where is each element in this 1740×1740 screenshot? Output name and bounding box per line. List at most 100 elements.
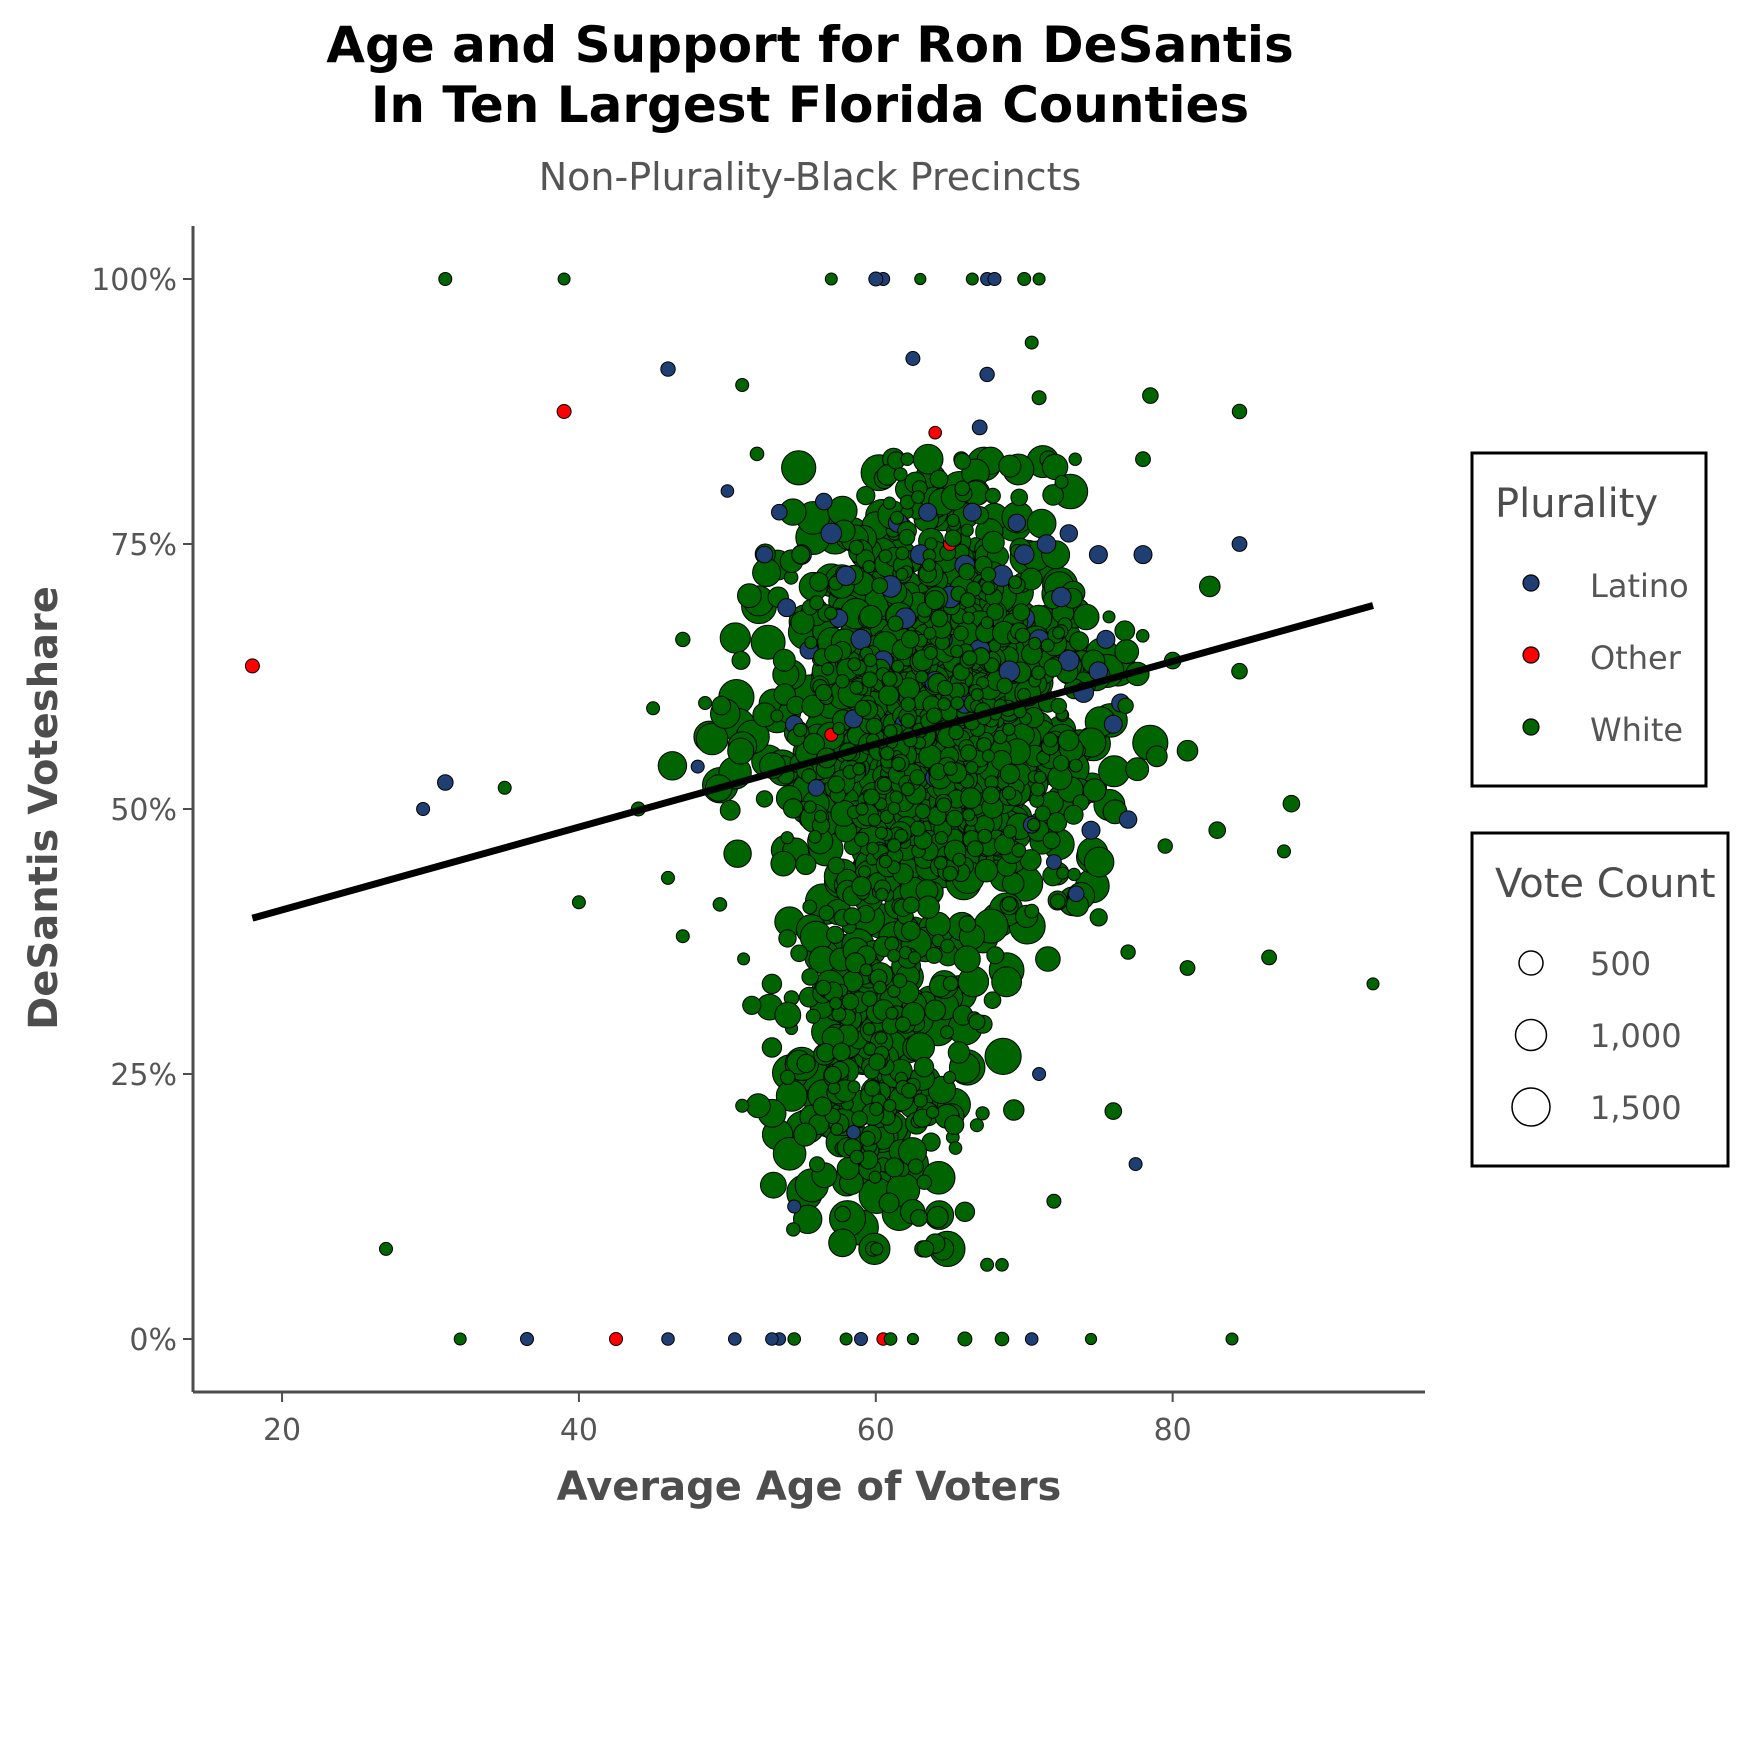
data-point: [987, 272, 1002, 286]
y-tick-label: 100%: [91, 263, 177, 298]
data-point: [1084, 1332, 1098, 1346]
data-point: [918, 502, 938, 522]
data-point: [958, 915, 977, 933]
legend-key-latino: [1522, 574, 1540, 592]
data-point: [960, 523, 974, 537]
data-point: [815, 683, 833, 702]
data-point: [830, 1122, 844, 1136]
data-point: [864, 1080, 881, 1097]
data-point: [868, 271, 884, 287]
data-point: [936, 797, 952, 813]
data-point: [824, 644, 843, 663]
data-point: [695, 722, 729, 756]
data-point: [379, 1241, 393, 1256]
legend-label-latino: Latino: [1590, 567, 1689, 605]
data-point: [850, 628, 872, 650]
data-point: [1231, 403, 1248, 420]
color-legend-box: [1470, 451, 1708, 788]
data-point: [1001, 786, 1017, 801]
data-point: [802, 899, 818, 915]
data-point: [737, 583, 762, 609]
data-point: [760, 1171, 787, 1199]
data-point: [1024, 903, 1040, 919]
data-point: [953, 945, 981, 973]
data-point: [948, 1141, 963, 1155]
data-point: [770, 850, 797, 877]
data-point: [882, 496, 897, 510]
data-point: [998, 454, 1022, 478]
data-point: [875, 826, 888, 840]
data-point: [416, 802, 431, 816]
data-point: [902, 896, 920, 914]
data-point: [868, 1170, 882, 1184]
data-point: [885, 1006, 899, 1020]
data-point: [944, 529, 962, 547]
data-point: [943, 761, 958, 776]
data-point: [943, 1071, 957, 1084]
data-point: [986, 603, 1004, 621]
data-point: [965, 272, 979, 286]
size-legend-title: Vote Count: [1495, 861, 1716, 907]
data-point: [983, 991, 1002, 1010]
data-point: [851, 1110, 868, 1128]
data-point: [1089, 908, 1108, 927]
chart-subtitle: Non-Plurality-Black Precincts: [539, 155, 1082, 199]
data-point: [1024, 335, 1039, 350]
data-point: [814, 809, 828, 824]
data-point: [765, 1332, 779, 1346]
data-point: [821, 662, 835, 676]
data-point: [556, 404, 572, 419]
x-tick-label: 60: [857, 1413, 895, 1448]
data-point: [855, 802, 869, 816]
data-point: [929, 469, 949, 489]
data-point: [957, 1331, 973, 1347]
data-point: [878, 854, 893, 869]
data-point: [945, 809, 964, 828]
data-point: [793, 1204, 823, 1235]
data-point: [781, 450, 817, 486]
data-point: [1096, 629, 1116, 649]
legend-key-white: [1522, 718, 1540, 736]
data-point: [862, 1022, 876, 1036]
data-point: [908, 951, 922, 965]
x-axis-ticks: 20 40 60 80: [263, 1392, 1192, 1448]
data-point: [895, 546, 910, 561]
data-point: [1030, 781, 1046, 797]
data-point: [996, 677, 1013, 694]
data-point: [960, 744, 978, 762]
data-point: [913, 1093, 928, 1108]
data-point: [742, 995, 762, 1015]
data-point: [793, 1122, 817, 1147]
data-point: [881, 671, 898, 687]
data-point: [795, 853, 817, 876]
data-point: [954, 1201, 976, 1223]
data-point: [848, 539, 865, 555]
size-legend: Vote Count 500 1,000 1,500: [1470, 831, 1730, 1168]
data-point: [749, 446, 765, 462]
data-point: [1102, 610, 1116, 624]
data-point: [1024, 1332, 1039, 1346]
data-point: [982, 786, 1001, 805]
data-point: [916, 1240, 935, 1258]
data-point: [1052, 626, 1066, 640]
data-point: [981, 581, 996, 595]
color-legend-title: Plurality: [1495, 481, 1658, 527]
data-point: [777, 598, 797, 618]
data-point: [1118, 810, 1138, 829]
data-point: [1026, 508, 1057, 539]
data-point: [1051, 586, 1072, 608]
legend-key-other: [1522, 646, 1540, 664]
data-point: [1050, 697, 1068, 715]
data-point: [1135, 451, 1151, 468]
data-point: [803, 732, 825, 755]
data-point: [1034, 805, 1051, 822]
data-point: [892, 973, 908, 989]
data-point: [809, 595, 825, 611]
data-point: [835, 674, 850, 689]
data-point: [960, 787, 982, 809]
data-point: [1133, 545, 1153, 565]
data-point: [829, 996, 843, 1010]
data-point: [1013, 544, 1035, 565]
data-point: [880, 746, 895, 761]
